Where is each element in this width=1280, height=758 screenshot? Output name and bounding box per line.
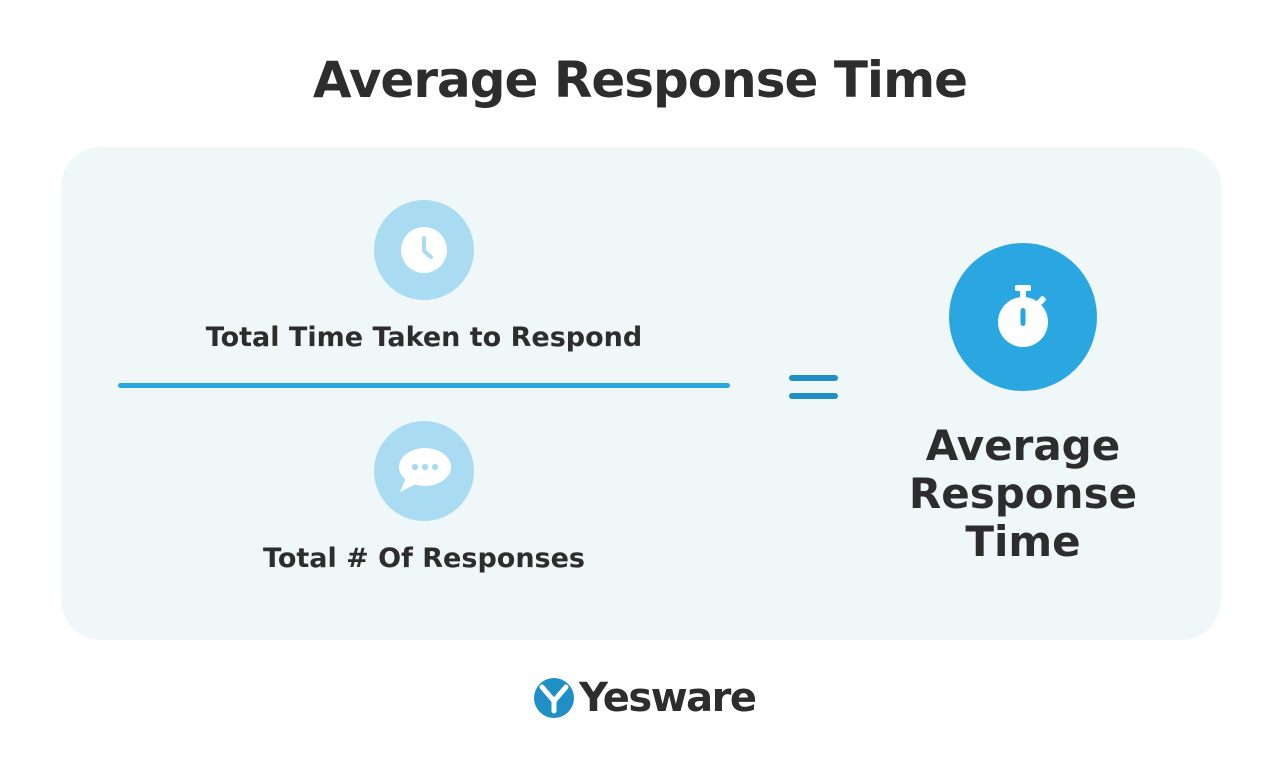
formula-panel — [61, 147, 1221, 640]
chat-bubble-icon — [399, 448, 451, 492]
stopwatch-icon-circle — [949, 243, 1097, 391]
result-label: Average Response Time — [880, 422, 1166, 566]
equals-sign-bottom — [789, 393, 838, 399]
clock-icon — [401, 227, 447, 273]
result-line-3: Time — [965, 517, 1081, 566]
result-line-2: Response — [908, 469, 1138, 518]
page-title: Average Response Time — [312, 51, 968, 109]
yesware-logo-icon — [534, 678, 574, 718]
numerator-label: Total Time Taken to Respond — [205, 322, 643, 353]
fraction-line — [118, 383, 730, 388]
chat-bubble-icon-circle — [374, 421, 474, 521]
equals-sign-top — [789, 375, 838, 381]
denominator-label: Total # Of Responses — [262, 543, 585, 574]
brand-logo: Yesware — [533, 673, 757, 723]
stopwatch-icon — [998, 285, 1048, 347]
brand-name: Yesware — [579, 675, 757, 721]
result-line-1: Average — [925, 421, 1121, 470]
clock-icon-circle — [374, 200, 474, 300]
